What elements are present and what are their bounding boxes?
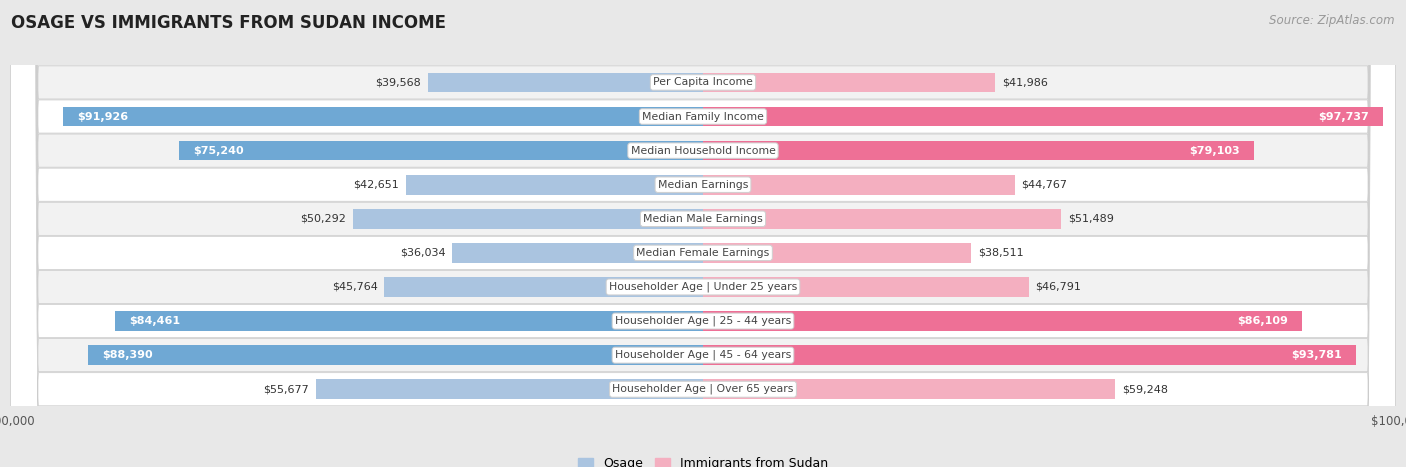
Text: $51,489: $51,489 <box>1069 214 1114 224</box>
Text: $55,677: $55,677 <box>263 384 308 394</box>
Text: $97,737: $97,737 <box>1319 112 1369 121</box>
Text: Median Family Income: Median Family Income <box>643 112 763 121</box>
Bar <box>703 72 995 92</box>
Text: $91,926: $91,926 <box>77 112 128 121</box>
Text: Median Household Income: Median Household Income <box>630 146 776 156</box>
Text: $46,791: $46,791 <box>1036 282 1081 292</box>
Text: $93,781: $93,781 <box>1291 350 1341 360</box>
Text: $88,390: $88,390 <box>101 350 152 360</box>
FancyBboxPatch shape <box>10 0 1396 467</box>
FancyBboxPatch shape <box>10 0 1396 467</box>
Bar <box>703 175 1015 195</box>
Text: $42,651: $42,651 <box>353 180 399 190</box>
Bar <box>703 243 972 263</box>
FancyBboxPatch shape <box>10 0 1396 467</box>
Bar <box>703 141 1254 161</box>
Text: $59,248: $59,248 <box>1122 384 1168 394</box>
Text: $39,568: $39,568 <box>375 78 420 87</box>
FancyBboxPatch shape <box>10 0 1396 467</box>
Bar <box>703 106 1384 127</box>
Bar <box>703 379 1115 399</box>
Text: Householder Age | 45 - 64 years: Householder Age | 45 - 64 years <box>614 350 792 361</box>
FancyBboxPatch shape <box>10 0 1396 467</box>
Text: $44,767: $44,767 <box>1022 180 1067 190</box>
Text: Median Female Earnings: Median Female Earnings <box>637 248 769 258</box>
Bar <box>63 106 703 127</box>
Bar <box>384 277 703 297</box>
Text: $45,764: $45,764 <box>332 282 378 292</box>
FancyBboxPatch shape <box>10 0 1396 467</box>
Bar <box>87 345 703 365</box>
Text: $86,109: $86,109 <box>1237 316 1288 326</box>
Bar <box>315 379 703 399</box>
Bar <box>427 72 703 92</box>
Text: $79,103: $79,103 <box>1189 146 1240 156</box>
Text: Median Earnings: Median Earnings <box>658 180 748 190</box>
FancyBboxPatch shape <box>10 0 1396 467</box>
Text: $50,292: $50,292 <box>299 214 346 224</box>
Bar <box>353 209 703 229</box>
Text: $41,986: $41,986 <box>1002 78 1047 87</box>
Bar <box>180 141 703 161</box>
Text: $36,034: $36,034 <box>399 248 446 258</box>
Text: Median Male Earnings: Median Male Earnings <box>643 214 763 224</box>
Bar <box>703 277 1029 297</box>
Bar <box>703 345 1355 365</box>
Text: Householder Age | Under 25 years: Householder Age | Under 25 years <box>609 282 797 292</box>
Text: $38,511: $38,511 <box>979 248 1024 258</box>
Bar <box>703 209 1062 229</box>
FancyBboxPatch shape <box>10 0 1396 467</box>
Bar <box>115 311 703 331</box>
FancyBboxPatch shape <box>10 0 1396 467</box>
Bar <box>453 243 703 263</box>
FancyBboxPatch shape <box>10 0 1396 467</box>
Text: Per Capita Income: Per Capita Income <box>652 78 754 87</box>
Text: $75,240: $75,240 <box>193 146 243 156</box>
Text: Householder Age | 25 - 44 years: Householder Age | 25 - 44 years <box>614 316 792 326</box>
Text: Source: ZipAtlas.com: Source: ZipAtlas.com <box>1270 14 1395 27</box>
Text: Householder Age | Over 65 years: Householder Age | Over 65 years <box>612 384 794 395</box>
Text: OSAGE VS IMMIGRANTS FROM SUDAN INCOME: OSAGE VS IMMIGRANTS FROM SUDAN INCOME <box>11 14 446 32</box>
Text: $84,461: $84,461 <box>129 316 180 326</box>
Legend: Osage, Immigrants from Sudan: Osage, Immigrants from Sudan <box>572 452 834 467</box>
Bar <box>406 175 703 195</box>
Bar <box>703 311 1302 331</box>
